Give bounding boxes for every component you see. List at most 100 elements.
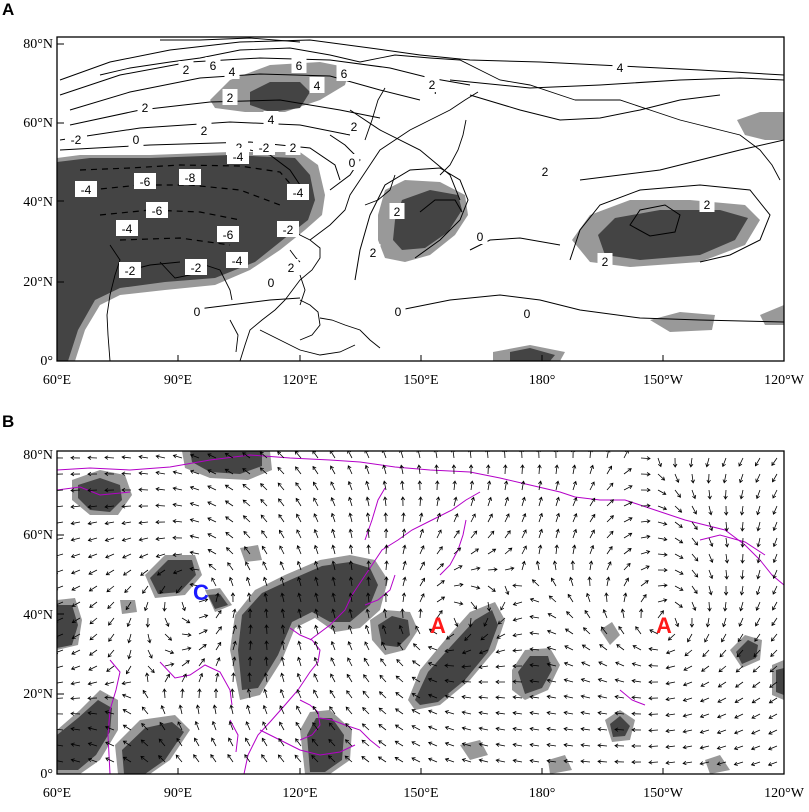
wind-arrow <box>383 592 389 603</box>
wind-arrow <box>138 520 149 525</box>
wind-arrow <box>453 547 462 555</box>
wind-arrow <box>606 530 614 539</box>
wind-arrow <box>487 567 498 572</box>
wind-arrow <box>772 521 778 532</box>
wind-arrow <box>657 505 668 511</box>
contour-label-box <box>344 154 360 170</box>
wind-arrow <box>207 533 217 539</box>
wind-arrow <box>227 562 234 571</box>
wind-arrow <box>104 455 115 460</box>
wind-arrow <box>724 537 729 548</box>
wind-arrow <box>739 585 745 596</box>
wind-arrow <box>478 695 489 700</box>
wind-arrow <box>89 601 98 608</box>
wind-arrow <box>57 649 64 655</box>
wind-arrow <box>444 694 455 699</box>
wind-arrow <box>105 757 115 763</box>
wind-arrow <box>138 454 149 460</box>
wind-arrow <box>207 549 217 555</box>
contour-label: 2 <box>288 261 295 275</box>
wind-arrow <box>772 569 778 580</box>
lon-label-60e-b: 60°E <box>43 786 71 801</box>
wind-arrow <box>529 614 540 620</box>
wind-arrow <box>529 679 540 684</box>
wind-arrow <box>245 721 251 731</box>
wind-arrow <box>347 480 353 491</box>
wind-arrow <box>122 709 132 715</box>
wind-arrow <box>348 576 354 587</box>
wind-arrow <box>105 553 115 559</box>
wind-arrow <box>383 528 389 539</box>
wind-arrow <box>57 505 64 509</box>
wind-arrow <box>691 553 699 562</box>
wind-arrow <box>381 624 387 635</box>
wind-arrow <box>512 711 523 716</box>
wind-arrow <box>224 500 234 507</box>
wind-arrow <box>674 473 680 484</box>
wind-arrow <box>453 529 460 539</box>
wind-arrow <box>331 576 336 587</box>
wind-arrow <box>411 725 421 731</box>
panel-b-lat-labels: 80°N 60°N 40°N 20°N 0° <box>23 448 53 782</box>
wind-arrow <box>631 727 642 733</box>
wind-arrow <box>232 608 237 619</box>
wind-arrow <box>707 601 712 612</box>
wind-arrow <box>640 534 651 539</box>
contour-label-box <box>75 181 97 197</box>
wind-arrow <box>245 737 251 747</box>
wind-arrow <box>397 641 404 651</box>
wind-arrow <box>344 755 353 763</box>
wind-arrow <box>87 757 98 763</box>
wind-arrow <box>207 501 217 507</box>
wind-arrow <box>699 761 710 766</box>
wind-arrow <box>436 580 445 587</box>
wind-arrow <box>207 517 217 523</box>
wind-arrow <box>444 741 455 747</box>
wind-arrow <box>461 710 472 715</box>
wind-arrow <box>487 513 493 523</box>
wind-arrow <box>104 710 115 715</box>
wind-arrow <box>246 688 252 699</box>
wind-arrow <box>189 502 200 507</box>
wind-arrow <box>580 727 591 732</box>
panel-a-lon-labels: 60°E 90°E 120°E 150°E 180° 150°W 120°W <box>43 373 805 388</box>
wind-arrow <box>263 688 268 699</box>
contour-label-box <box>472 228 488 244</box>
wind-arrow <box>687 633 693 643</box>
wind-arrow <box>504 566 515 571</box>
wind-arrow <box>366 528 371 539</box>
wind-arrow <box>181 673 187 683</box>
wind-arrow <box>529 694 540 700</box>
wind-arrow <box>228 576 234 587</box>
wind-arrow <box>211 737 217 747</box>
wind-arrow <box>665 728 676 733</box>
wind-arrow <box>242 452 251 459</box>
wind-arrow <box>708 585 713 596</box>
wind-arrow <box>215 609 222 619</box>
panel-a-letter: A <box>2 0 15 19</box>
lon-label-150w-a: 150°W <box>643 373 684 388</box>
wind-arrow <box>444 663 455 668</box>
wind-arrow <box>155 470 166 476</box>
wind-arrow <box>452 480 457 491</box>
wind-arrow <box>172 519 183 524</box>
wind-arrow <box>411 741 421 747</box>
wind-arrow <box>495 695 506 700</box>
wind-arrow <box>444 710 455 715</box>
wind-arrow <box>566 611 574 619</box>
wind-arrow <box>716 745 727 750</box>
contour-label-box <box>224 63 240 79</box>
lon-label-150e-a: 150°E <box>403 373 438 388</box>
wind-arrow <box>122 740 132 747</box>
wind-arrow <box>600 626 608 635</box>
wind-arrow <box>691 601 697 612</box>
wind-arrow <box>572 544 577 555</box>
wind-arrow <box>623 577 629 587</box>
wind-arrow <box>364 464 370 475</box>
wind-arrow <box>295 482 302 491</box>
wind-arrow <box>363 674 370 683</box>
wind-arrow <box>121 693 132 699</box>
wind-arrow <box>569 576 574 587</box>
wind-arrow <box>682 713 693 718</box>
wind-arrow <box>260 483 268 491</box>
